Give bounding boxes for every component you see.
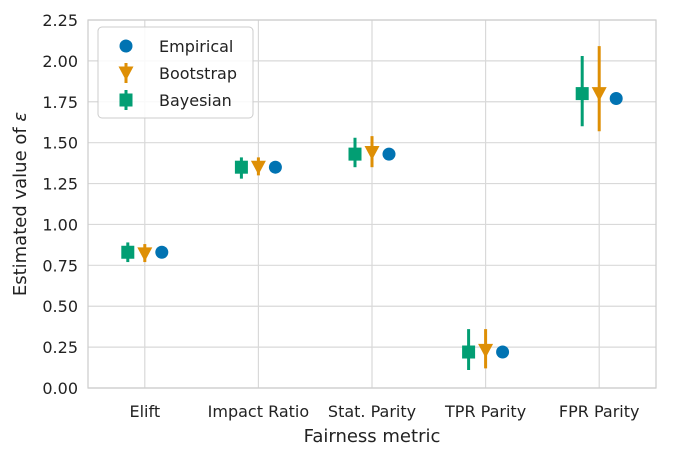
y-tick-label: 1.50	[42, 134, 78, 153]
legend-bootstrap-label: Bootstrap	[159, 64, 237, 83]
y-tick-label: 1.00	[42, 215, 78, 234]
y-tick-label: 2.25	[42, 11, 78, 30]
legend: Empirical Bootstrap Bayesian	[97, 26, 254, 119]
bootstrap-point	[250, 160, 266, 175]
x-tick-labels: Elift Impact Ratio Stat. Parity TPR Parity F…	[129, 402, 639, 421]
legend-bayesian-label: Bayesian	[159, 91, 232, 110]
bootstrap-point	[137, 247, 153, 262]
y-axis-label-text: Estimated value of	[10, 122, 31, 297]
bayesian-point	[348, 147, 362, 161]
y-tick-label: 0.75	[42, 256, 78, 275]
legend-bayesian-marker	[119, 93, 133, 107]
x-tick-label: FPR Parity	[559, 402, 640, 421]
bayesian-point	[462, 345, 476, 359]
data-marks	[121, 46, 623, 371]
bayesian-point	[575, 87, 589, 101]
bootstrap-point	[364, 145, 380, 160]
empirical-point	[268, 160, 282, 174]
empirical-point	[155, 245, 169, 259]
empirical-point	[609, 92, 623, 106]
legend-bootstrap-marker	[118, 66, 134, 81]
x-tick-label: Impact Ratio	[208, 402, 310, 421]
bayesian-point	[234, 160, 248, 174]
bootstrap-point	[591, 87, 607, 102]
bootstrap-point	[478, 343, 494, 358]
x-tick-label: TPR Parity	[444, 402, 526, 421]
y-tick-label: 2.00	[42, 52, 78, 71]
y-tick-label: 0.50	[42, 297, 78, 316]
y-axis-label-symbol: ε	[10, 112, 31, 122]
x-tick-label: Elift	[129, 402, 160, 421]
y-tick-label: 0.25	[42, 338, 78, 357]
legend-empirical-marker	[119, 39, 133, 53]
y-tick-label: 1.75	[42, 93, 78, 112]
y-tick-label: 1.25	[42, 175, 78, 194]
x-axis-label: Fairness metric	[304, 426, 441, 447]
legend-box	[97, 26, 254, 119]
empirical-point	[382, 147, 396, 161]
legend-empirical-label: Empirical	[159, 37, 233, 56]
y-tick-labels: 0.00 0.25 0.50 0.75 1.00 1.25 1.50 1.75 2.00 2.25	[42, 11, 78, 398]
plot-frame	[87, 19, 657, 389]
empirical-point	[496, 345, 510, 359]
y-axis-label: Estimated value of ε	[10, 112, 31, 297]
bayesian-point	[121, 245, 135, 259]
y-tick-label: 0.00	[42, 379, 78, 398]
x-tick-label: Stat. Parity	[328, 402, 416, 421]
